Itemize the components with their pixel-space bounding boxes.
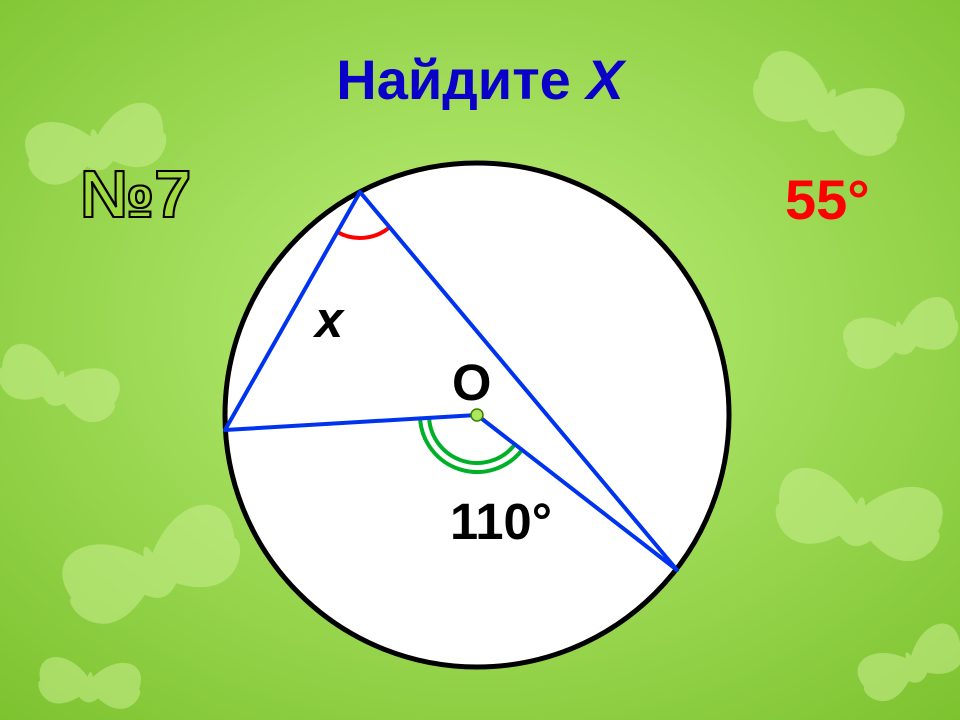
x-angle-label: x (315, 295, 343, 346)
slide-stage: Найдите Х №7 55° О x 110° (0, 0, 960, 720)
title-prefix: Найдите (336, 48, 586, 111)
title-variable: Х (586, 48, 623, 111)
slide-title: Найдите Х (0, 52, 960, 108)
problem-number: №7 (80, 162, 191, 229)
central-angle-label: 110° (450, 497, 552, 548)
answer-label: 55° (785, 172, 870, 228)
center-label: О (452, 358, 491, 409)
